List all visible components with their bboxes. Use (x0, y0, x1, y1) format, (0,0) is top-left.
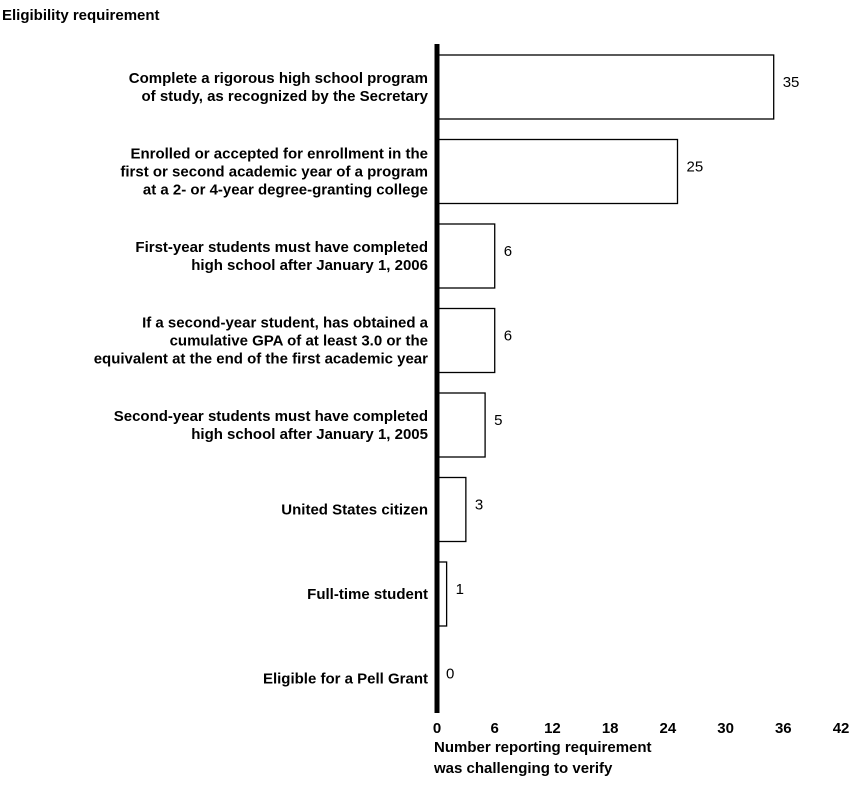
bar (436, 54, 775, 120)
x-tick-label: 12 (544, 720, 561, 737)
category-label-line: high school after January 1, 2005 (191, 426, 428, 443)
category-label-line: at a 2- or 4-year degree-granting colleg… (143, 182, 428, 199)
category-label: Complete a rigorous high school program o… (129, 70, 429, 105)
x-tick-label: 6 (491, 720, 499, 737)
bar (436, 138, 679, 205)
bar (436, 392, 486, 458)
category-label-line: Complete a rigorous high school program (129, 70, 428, 87)
bar (436, 307, 496, 374)
category-label-line: First-year students must have completed (135, 239, 428, 256)
category-label-line: Second-year students must have completed (114, 408, 428, 425)
category-label: Eligible for a Pell Grant (263, 671, 428, 688)
category-label-line: United States citizen (281, 502, 428, 519)
x-tick-label: 30 (717, 720, 734, 737)
x-tick-label: 18 (602, 720, 619, 737)
category-label-line: Eligible for a Pell Grant (263, 671, 428, 688)
x-tick-label: 0 (433, 720, 441, 737)
category-label-line: high school after January 1, 2006 (191, 257, 428, 274)
bar-value-label: 0 (446, 666, 454, 683)
bar-value-label: 25 (687, 159, 704, 176)
bar-value-label: 1 (456, 581, 464, 598)
category-label: Enrolled or accepted for enrollment in t… (120, 146, 428, 199)
chart-title: Eligibility requirement (2, 7, 160, 24)
category-label-line: Enrolled or accepted for enrollment in t… (130, 146, 428, 163)
x-tick-label: 36 (775, 720, 792, 737)
bar-value-label: 6 (504, 328, 512, 345)
bar (436, 223, 496, 289)
category-label-line: cumulative GPA of at least 3.0 or the (170, 333, 428, 350)
bar-value-label: 6 (504, 243, 512, 260)
category-label: United States citizen (281, 502, 428, 519)
category-label-line: of study, as recognized by the Secretary (142, 88, 429, 105)
bar-value-label: 3 (475, 497, 483, 514)
x-tick-label: 24 (660, 720, 677, 737)
value-labels: 35 25 6 6 5 3 1 0 (446, 74, 799, 683)
category-label-line: Full-time student (307, 586, 428, 603)
category-label: Second-year students must have completed… (114, 408, 428, 443)
x-axis-label-line-1: Number reporting requirement (434, 739, 652, 756)
bar-value-label: 5 (494, 412, 502, 429)
x-tick-labels: 0 6 12 18 24 30 36 42 (433, 720, 850, 737)
category-label-line: If a second-year student, has obtained a (142, 315, 429, 332)
bar (436, 476, 467, 543)
category-label: If a second-year student, has obtained a… (94, 315, 429, 368)
x-tick-label: 42 (833, 720, 850, 737)
x-axis-label-line-2: was challenging to verify (433, 760, 613, 777)
bars-group (436, 54, 775, 627)
category-label-line: equivalent at the end of the first acade… (94, 351, 428, 368)
category-labels: Complete a rigorous high school program o… (94, 70, 429, 688)
bar-value-label: 35 (783, 74, 800, 91)
category-label: First-year students must have completed h… (135, 239, 428, 274)
category-label: Full-time student (307, 586, 428, 603)
category-label-line: first or second academic year of a progr… (120, 164, 428, 181)
